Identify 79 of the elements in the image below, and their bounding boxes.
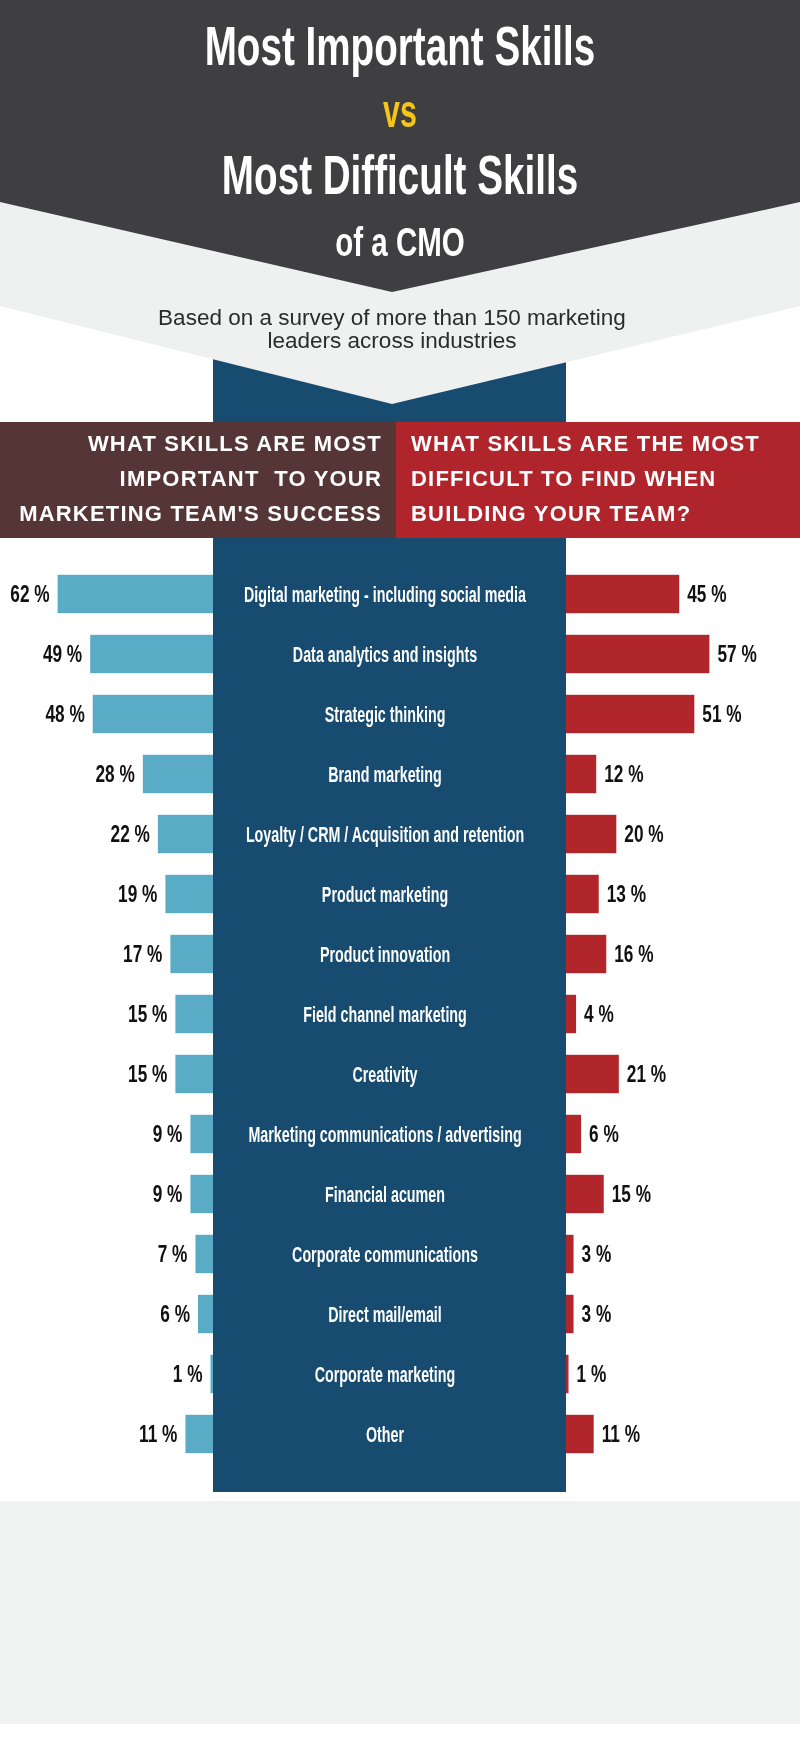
bar <box>566 814 617 854</box>
data-label: 19 % <box>118 881 158 907</box>
bar <box>157 814 213 854</box>
text: Based on a survey of more than 150 marketing leaders across industries <box>158 305 626 353</box>
data-label: 1 % <box>576 1361 607 1387</box>
bar <box>210 1354 213 1394</box>
y-tick-label: Creativity <box>352 1061 419 1087</box>
y-tick-label: Brand marketing <box>328 761 442 787</box>
bar <box>170 934 213 974</box>
data-label: 15 % <box>128 1001 168 1027</box>
chart-title: WHAT SKILLS ARE MOST IMPORTANT TO YOUR MARKETING TEAM'S SUCCESS <box>19 431 382 526</box>
bar <box>566 1174 604 1214</box>
data-label: 7 % <box>157 1241 188 1267</box>
data-label: 22 % <box>110 821 150 847</box>
bar <box>566 1114 582 1154</box>
bar <box>165 874 213 914</box>
data-label: 49 % <box>42 641 83 667</box>
data-label: 16 % <box>614 941 654 967</box>
y-tick-label: Digital marketing - including social media <box>244 581 527 607</box>
text: Most Important Skills vs Most Difficult Skills of a CMO <box>204 13 596 266</box>
y-tick-label: Corporate marketing <box>314 1361 456 1387</box>
y-tick-label: Strategic thinking <box>324 701 446 727</box>
y-tick-label: Corporate communications <box>292 1241 478 1267</box>
data-label: 12 % <box>604 761 644 787</box>
data-label: 62 % <box>10 581 50 607</box>
data-label: 51 % <box>702 701 742 727</box>
bar <box>566 1294 574 1334</box>
y-tick-label: Financial acumen <box>325 1181 445 1207</box>
data-label: 11 % <box>139 1421 178 1447</box>
data-label: 6 % <box>160 1301 190 1327</box>
data-label: 45 % <box>687 581 727 607</box>
data-label: 3 % <box>581 1241 612 1267</box>
bar <box>190 1114 213 1154</box>
bar <box>566 1234 574 1274</box>
y-tick-label: Direct mail/email <box>328 1301 442 1327</box>
y-tick-label: Loyalty / CRM / Acquisition and retention <box>245 821 525 847</box>
data-label: 3 % <box>581 1301 612 1327</box>
bar <box>92 694 213 734</box>
bar <box>566 1054 619 1094</box>
data-label: 11 % <box>601 1421 641 1447</box>
bar <box>142 754 213 794</box>
data-label: 6 % <box>589 1121 619 1147</box>
bar <box>90 634 213 674</box>
data-label: 13 % <box>606 881 647 907</box>
data-label: 48 % <box>45 701 85 727</box>
data-label: 20 % <box>624 821 664 847</box>
bar <box>175 1054 213 1094</box>
data-label: 15 % <box>128 1061 168 1087</box>
chart-title: WHAT SKILLS ARE THE MOST DIFFICULT TO FIND WHEN BUILDING YOUR TEAM? <box>411 431 761 526</box>
data-label: 9 % <box>152 1181 183 1207</box>
bar <box>566 754 597 794</box>
bar <box>566 934 607 974</box>
y-tick-label: Marketing communications / advertising <box>248 1121 522 1147</box>
bar <box>175 994 213 1034</box>
y-tick-label: Product marketing <box>321 881 449 907</box>
bar <box>185 1414 213 1454</box>
data-label: 17 % <box>123 941 163 967</box>
bar <box>566 1414 594 1454</box>
data-label: 21 % <box>626 1061 667 1087</box>
data-label: 15 % <box>611 1181 652 1207</box>
bar <box>566 994 577 1034</box>
bar <box>566 634 710 674</box>
data-label: 9 % <box>152 1121 183 1147</box>
data-label: 4 % <box>584 1001 614 1027</box>
bar <box>57 574 213 614</box>
data-label: 28 % <box>95 761 135 787</box>
bar <box>566 574 680 614</box>
y-tick-label: Field channel marketing <box>303 1001 467 1027</box>
y-tick-label: Data analytics and insights <box>292 641 478 667</box>
data-label: 57 % <box>717 641 757 667</box>
bar <box>566 874 599 914</box>
bar <box>197 1294 213 1334</box>
bar <box>566 694 695 734</box>
y-tick-label: Other <box>365 1421 405 1447</box>
data-label: 1 % <box>172 1361 203 1387</box>
bar <box>190 1174 213 1214</box>
y-tick-label: Product innovation <box>319 941 451 967</box>
bar <box>566 1354 569 1394</box>
bar <box>195 1234 213 1274</box>
